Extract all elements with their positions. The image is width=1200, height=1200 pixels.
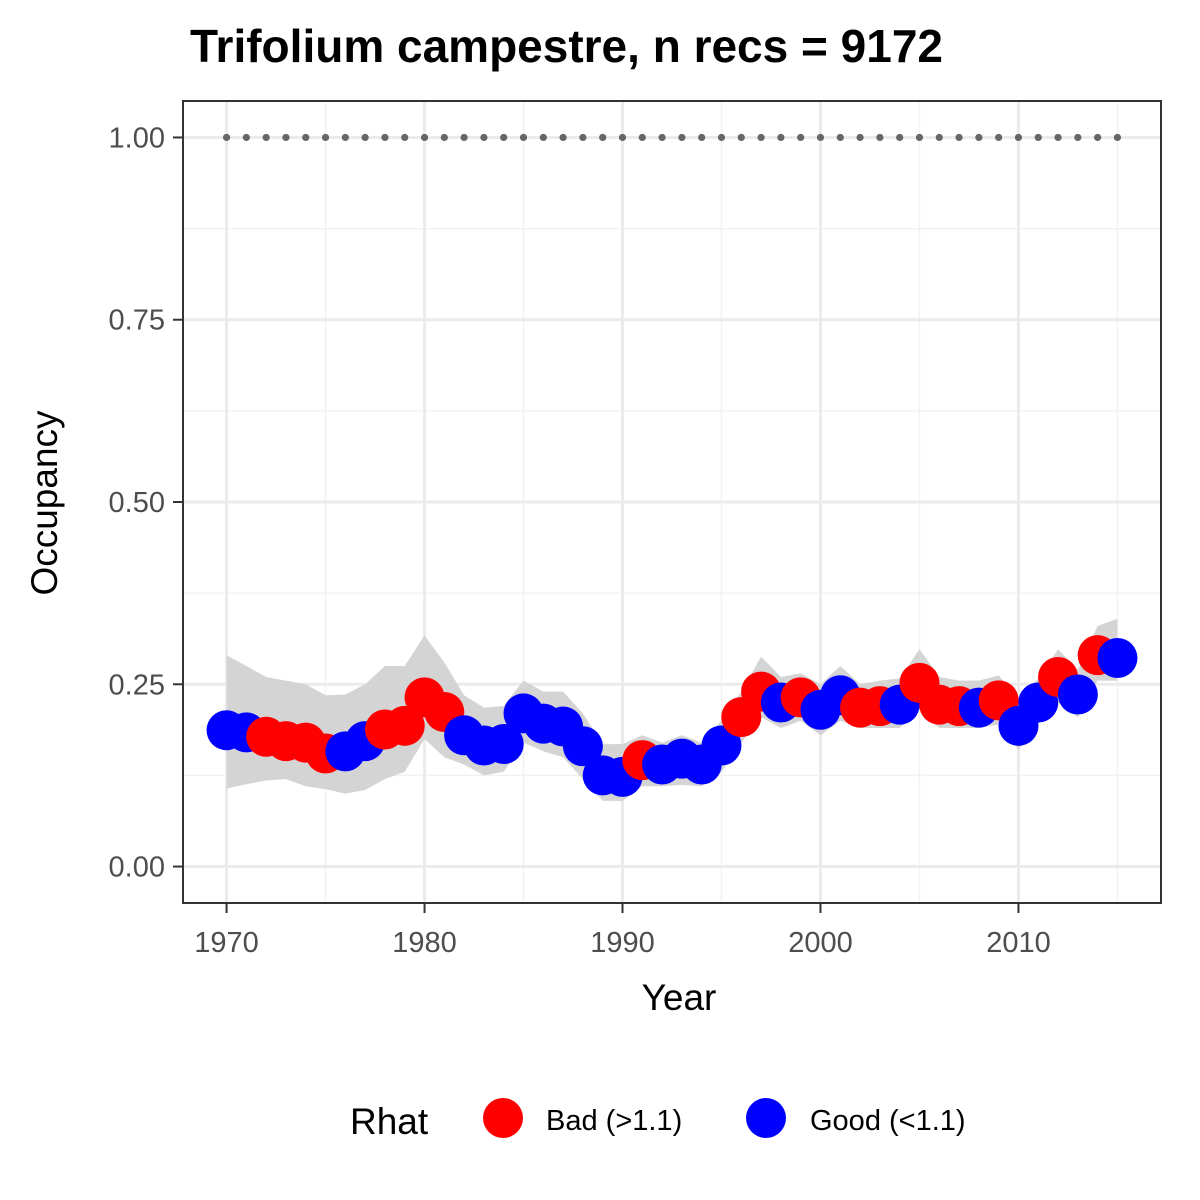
legend-title: Rhat	[350, 1101, 429, 1142]
x-tick-label: 2010	[986, 927, 1051, 959]
reference-dot	[420, 133, 429, 142]
axes: 1970 1980 1990 2000 2010 0.00 0.25 0.50 0.75 1.00	[109, 122, 1051, 959]
data-point-1979	[384, 705, 425, 746]
reference-dot	[896, 133, 904, 142]
reference-dot	[955, 133, 963, 142]
reference-dot	[361, 133, 369, 142]
legend: Rhat Bad (>1.1) Good (<1.1)	[350, 1098, 966, 1142]
credible-interval-ribbon	[226, 618, 1118, 801]
reference-dot	[242, 133, 250, 142]
y-tick-label: 1.00	[109, 122, 165, 154]
reference-dot	[638, 133, 646, 142]
reference-dot	[836, 133, 844, 142]
y-tick-label: 0.00	[109, 852, 165, 884]
reference-dot	[777, 133, 785, 142]
reference-dot	[995, 133, 1003, 142]
reference-dot	[717, 133, 726, 142]
reference-dot	[1094, 133, 1102, 142]
reference-dot	[559, 133, 567, 142]
data-point-2015	[1097, 638, 1138, 679]
reference-dot	[222, 133, 231, 142]
data-points	[206, 635, 1138, 797]
reference-dot	[797, 133, 805, 142]
data-point-1988	[562, 726, 603, 767]
y-tick-label: 0.50	[109, 487, 165, 519]
reference-dot	[737, 133, 745, 142]
data-point-2013	[1057, 674, 1098, 715]
x-tick-label: 1980	[392, 927, 457, 959]
x-axis-title: Year	[642, 977, 717, 1018]
y-tick-label: 0.75	[109, 305, 165, 337]
legend-label-good: Good (<1.1)	[810, 1105, 966, 1137]
reference-dot	[1113, 133, 1122, 142]
reference-dot	[401, 133, 409, 142]
reference-dot	[381, 133, 389, 142]
reference-line-dots	[222, 133, 1122, 142]
reference-dot	[1054, 133, 1062, 142]
reference-dot	[599, 133, 607, 142]
legend-label-bad: Bad (>1.1)	[546, 1105, 682, 1137]
data-point-1995	[701, 725, 742, 766]
reference-dot	[341, 133, 349, 142]
reference-dot	[935, 133, 943, 142]
chart-title: Trifolium campestre, n recs = 9172	[190, 20, 943, 72]
legend-key-good	[746, 1098, 786, 1138]
reference-dot	[856, 133, 864, 142]
x-tick-label: 1970	[194, 927, 259, 959]
reference-dot	[500, 133, 508, 142]
reference-dot	[460, 133, 468, 142]
reference-dot	[302, 133, 310, 142]
reference-dot	[321, 133, 330, 142]
reference-dot	[1034, 133, 1042, 142]
y-axis-title: Occupancy	[24, 410, 65, 596]
reference-dot	[975, 133, 983, 142]
reference-dot	[262, 133, 270, 142]
reference-dot	[915, 133, 924, 142]
y-tick-label: 0.25	[109, 669, 165, 701]
x-tick-label: 1990	[590, 927, 655, 959]
reference-dot	[876, 133, 884, 142]
reference-dot	[1074, 133, 1082, 142]
data-point-1984	[483, 724, 524, 765]
legend-key-bad	[483, 1098, 523, 1138]
reference-dot	[1014, 133, 1023, 142]
reference-dot	[480, 133, 488, 142]
reference-dot	[539, 133, 547, 142]
reference-dot	[440, 133, 448, 142]
reference-dot	[816, 133, 825, 142]
reference-dot	[579, 133, 587, 142]
reference-dot	[658, 133, 666, 142]
reference-dot	[698, 133, 706, 142]
x-tick-label: 2000	[788, 927, 853, 959]
reference-dot	[678, 133, 686, 142]
reference-dot	[618, 133, 627, 142]
reference-dot	[282, 133, 290, 142]
reference-dot	[757, 133, 765, 142]
reference-dot	[519, 133, 528, 142]
